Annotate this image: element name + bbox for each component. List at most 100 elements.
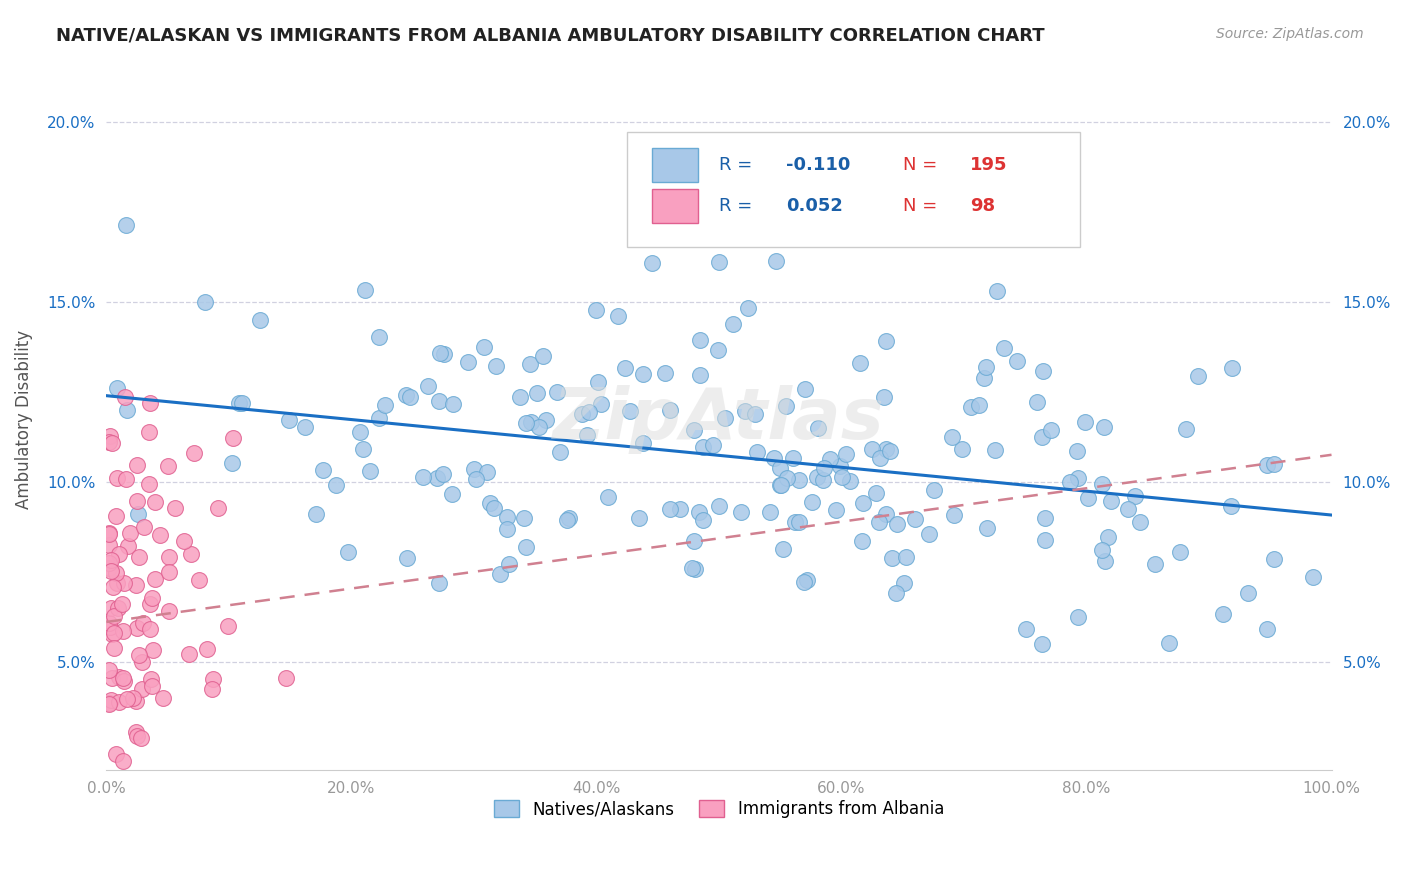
Point bbox=[983, 442, 1005, 457]
Point bbox=[97, 696, 120, 710]
Point bbox=[1091, 476, 1114, 491]
Point bbox=[868, 515, 890, 529]
Point bbox=[1237, 586, 1260, 600]
Point bbox=[509, 390, 531, 404]
Point bbox=[429, 346, 451, 360]
Point bbox=[904, 511, 927, 525]
Point bbox=[668, 501, 690, 516]
Point bbox=[1015, 623, 1038, 637]
Point bbox=[114, 390, 136, 404]
Point bbox=[100, 552, 122, 566]
Point bbox=[465, 472, 488, 486]
Point bbox=[138, 477, 160, 491]
Point bbox=[125, 817, 148, 831]
Point bbox=[659, 501, 682, 516]
Point bbox=[183, 446, 205, 460]
Point bbox=[141, 672, 163, 686]
Point bbox=[769, 461, 792, 475]
Point bbox=[1116, 502, 1139, 516]
Point bbox=[120, 817, 142, 831]
Point bbox=[427, 575, 450, 590]
Point bbox=[127, 458, 149, 473]
Point bbox=[824, 503, 846, 517]
Point bbox=[177, 647, 200, 661]
Point bbox=[1033, 533, 1056, 548]
Point bbox=[217, 618, 239, 632]
Point bbox=[115, 472, 138, 486]
Point bbox=[103, 640, 125, 655]
Point bbox=[440, 487, 463, 501]
Point bbox=[496, 509, 519, 524]
Point bbox=[105, 802, 128, 816]
Point bbox=[127, 779, 149, 793]
Point bbox=[160, 772, 183, 787]
Point bbox=[918, 527, 941, 541]
Point bbox=[98, 428, 121, 442]
Point bbox=[274, 671, 297, 685]
Text: NATIVE/ALASKAN VS IMMIGRANTS FROM ALBANIA AMBULATORY DISABILITY CORRELATION CHAR: NATIVE/ALASKAN VS IMMIGRANTS FROM ALBANI… bbox=[56, 27, 1045, 45]
Point bbox=[776, 471, 799, 485]
Point bbox=[457, 355, 479, 369]
Point bbox=[103, 609, 125, 624]
Point bbox=[139, 395, 162, 409]
Point bbox=[1187, 369, 1209, 384]
Point bbox=[1097, 530, 1119, 544]
Point bbox=[150, 789, 173, 804]
Point bbox=[960, 400, 983, 414]
Point bbox=[1077, 491, 1099, 505]
Point bbox=[97, 526, 120, 541]
Point bbox=[139, 622, 162, 636]
Point bbox=[713, 411, 735, 425]
Point bbox=[157, 565, 180, 579]
Point bbox=[128, 549, 150, 564]
Point bbox=[619, 404, 641, 418]
Point bbox=[112, 673, 135, 688]
Point bbox=[221, 456, 243, 470]
Point bbox=[737, 301, 759, 315]
Point bbox=[527, 419, 550, 434]
Point bbox=[613, 360, 636, 375]
Point bbox=[692, 513, 714, 527]
Point bbox=[512, 511, 534, 525]
Point bbox=[631, 435, 654, 450]
Point bbox=[515, 540, 537, 554]
Point bbox=[105, 566, 128, 580]
Point bbox=[97, 663, 120, 677]
Point bbox=[689, 333, 711, 347]
Point bbox=[806, 469, 828, 483]
Point bbox=[353, 283, 375, 297]
Text: R =: R = bbox=[718, 197, 752, 215]
Point bbox=[793, 382, 815, 396]
Point bbox=[115, 809, 138, 823]
Point bbox=[312, 463, 335, 477]
Point bbox=[839, 474, 862, 488]
Point bbox=[368, 410, 391, 425]
Point bbox=[869, 451, 891, 466]
Point bbox=[627, 511, 650, 525]
Point bbox=[114, 575, 136, 590]
Point bbox=[498, 557, 520, 571]
Point bbox=[1005, 354, 1028, 368]
Point bbox=[482, 501, 505, 516]
Point bbox=[875, 507, 897, 521]
Point bbox=[787, 473, 810, 487]
Point bbox=[399, 390, 422, 404]
Point bbox=[249, 313, 271, 327]
Point bbox=[105, 576, 128, 591]
Point bbox=[349, 425, 371, 440]
Point bbox=[201, 673, 224, 687]
Point bbox=[105, 381, 128, 395]
Point bbox=[165, 501, 187, 516]
Point bbox=[1031, 363, 1053, 377]
Point bbox=[851, 534, 873, 549]
Point bbox=[683, 561, 706, 575]
Point bbox=[1159, 635, 1181, 649]
Text: -0.110: -0.110 bbox=[786, 155, 851, 174]
Point bbox=[796, 573, 818, 587]
Point bbox=[1256, 622, 1278, 636]
Point bbox=[125, 621, 148, 635]
Point bbox=[734, 404, 756, 418]
Point bbox=[571, 407, 593, 421]
Point bbox=[231, 396, 253, 410]
Point bbox=[950, 442, 973, 456]
